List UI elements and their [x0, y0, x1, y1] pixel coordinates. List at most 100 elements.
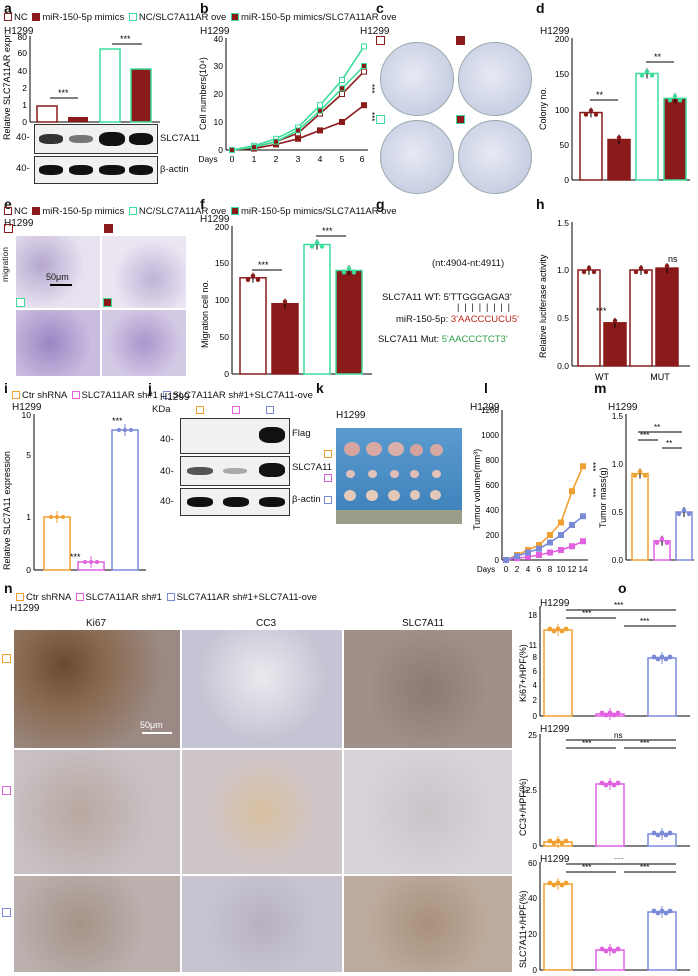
axis-label: CC3+/HPF(%)	[518, 778, 528, 836]
chart-m: Tumor mass(g) 0.0 0.5 1.0 1.5 ** *** **	[598, 412, 694, 565]
data-point	[361, 43, 367, 50]
data-point	[361, 63, 367, 69]
data-point	[569, 522, 575, 528]
data-point	[503, 557, 509, 563]
bar-group	[579, 68, 687, 181]
data-point	[83, 560, 87, 564]
tick: 10	[214, 117, 224, 127]
tick: 3	[296, 154, 301, 164]
sig-marker: ***	[258, 260, 269, 270]
data-point	[607, 780, 613, 786]
legend-item: SLC7A11AR sh#1+SLC7A11-ove	[172, 390, 313, 401]
data-point	[655, 910, 661, 916]
data-point	[603, 782, 609, 788]
legend-swatch	[103, 298, 112, 307]
seq: 5'AACCCTCT3'	[441, 334, 508, 345]
bar	[99, 48, 121, 123]
data-point	[555, 626, 561, 632]
tick: 50	[560, 140, 570, 150]
data-point	[563, 838, 569, 844]
cell-line-label: H1299	[12, 402, 42, 413]
data-point	[563, 626, 569, 632]
chart-i: Relative SLC7A11 expression 0 1 5 10 ***…	[2, 410, 146, 575]
legend-swatch	[16, 298, 25, 307]
bar	[543, 883, 573, 971]
data-point	[555, 838, 561, 844]
colony-dish	[458, 42, 532, 116]
data-point	[117, 428, 121, 432]
sig-marker: ***	[322, 226, 333, 236]
tick: 200	[486, 531, 500, 540]
data-point	[61, 515, 65, 519]
sig-marker: **	[666, 439, 672, 448]
data-point	[663, 832, 669, 838]
bar	[629, 269, 653, 367]
data-point	[317, 127, 323, 134]
bar	[603, 322, 627, 367]
legend-item: Ctr shRNA	[26, 592, 71, 603]
chart-d: Colony no. 0 50 100 150 200 ** **	[538, 34, 690, 184]
data-point	[659, 267, 665, 273]
data-point	[607, 946, 613, 952]
data-point	[547, 539, 553, 546]
data-point	[525, 549, 531, 556]
data-point	[659, 908, 665, 914]
data-point	[129, 428, 133, 432]
ihc-image-cc3	[182, 630, 342, 748]
tick: 200	[555, 34, 569, 44]
data-point	[655, 832, 661, 838]
kda-marker: 40-	[16, 163, 30, 174]
tick: 0.0	[612, 556, 624, 565]
bar-group	[543, 778, 677, 848]
sig-marker: ***	[640, 863, 649, 872]
data-point	[603, 948, 609, 954]
data-point	[659, 536, 665, 541]
cell-line-label: H1299	[200, 214, 230, 225]
data-point	[314, 240, 320, 245]
panel-label-i: i	[4, 380, 8, 396]
data-point	[295, 127, 301, 134]
scale-bar-label: 50μm	[46, 272, 69, 282]
tick: 40	[214, 34, 224, 44]
tick: 0.0	[557, 361, 569, 371]
tick: 0	[533, 712, 538, 720]
western-blot-actin	[34, 156, 158, 184]
tick: 0	[218, 145, 223, 155]
data-point	[588, 108, 594, 113]
data-point	[277, 303, 283, 308]
tick: 2	[274, 154, 279, 164]
sig-marker: ns	[614, 731, 622, 740]
kda-marker: 40-	[160, 496, 174, 507]
sig-marker: ***	[112, 416, 123, 426]
scale-bar	[142, 732, 172, 734]
data-point	[547, 626, 553, 632]
legend-item: miR-150-5p mimics/SLC7A11AR ove	[240, 12, 397, 23]
data-point	[615, 946, 621, 952]
cell-line-label: H1299	[200, 26, 230, 37]
sig-marker: ***	[614, 602, 623, 610]
tick: 1	[26, 512, 31, 522]
sig-marker: ***	[596, 306, 607, 316]
tick: 1200	[481, 406, 499, 415]
legend-item: Ctr shRNA	[22, 390, 67, 401]
data-point	[677, 98, 683, 103]
migration-image	[102, 310, 186, 376]
seq-label: miR-150-5p:	[396, 314, 449, 325]
data-point	[617, 322, 623, 327]
ihc-image-ki67	[14, 750, 180, 874]
legend-item: NC	[14, 206, 28, 217]
panel-label-a: a	[4, 0, 12, 16]
tick: 12	[568, 565, 577, 574]
blot-label: SLC7A11	[160, 133, 200, 144]
bar	[631, 472, 649, 561]
tick: 4	[526, 565, 531, 574]
sig-marker: **	[654, 52, 662, 62]
data-point	[558, 519, 564, 526]
data-point	[599, 946, 605, 952]
kda-marker: 40-	[160, 434, 174, 445]
tick: 1.5	[557, 218, 569, 228]
chart-l: Tumor volume(mm³) 0 200 400 600 800 1000…	[472, 406, 597, 574]
legend-swatch	[104, 224, 113, 233]
data-point	[667, 908, 673, 914]
bar	[543, 629, 573, 717]
